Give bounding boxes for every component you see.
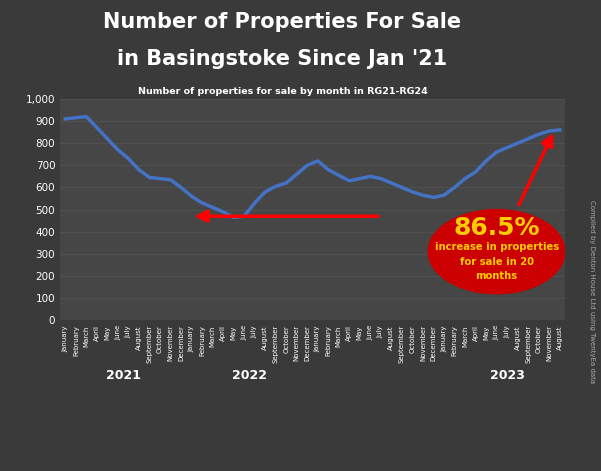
Text: 2021: 2021 bbox=[106, 369, 141, 382]
Text: in Basingstoke Since Jan '21: in Basingstoke Since Jan '21 bbox=[117, 49, 448, 69]
Text: 2022: 2022 bbox=[232, 369, 267, 382]
Text: 2023: 2023 bbox=[490, 369, 525, 382]
Text: Number of properties for sale by month in RG21-RG24: Number of properties for sale by month i… bbox=[138, 87, 427, 96]
Text: increase in properties
for sale in 20
months: increase in properties for sale in 20 mo… bbox=[435, 242, 559, 281]
Text: 86.5%: 86.5% bbox=[453, 216, 540, 240]
Text: Number of Properties For Sale: Number of Properties For Sale bbox=[103, 12, 462, 32]
Ellipse shape bbox=[428, 210, 565, 294]
Text: Compiled by Denton House Ltd using TwentyEa data: Compiled by Denton House Ltd using Twent… bbox=[589, 201, 595, 383]
